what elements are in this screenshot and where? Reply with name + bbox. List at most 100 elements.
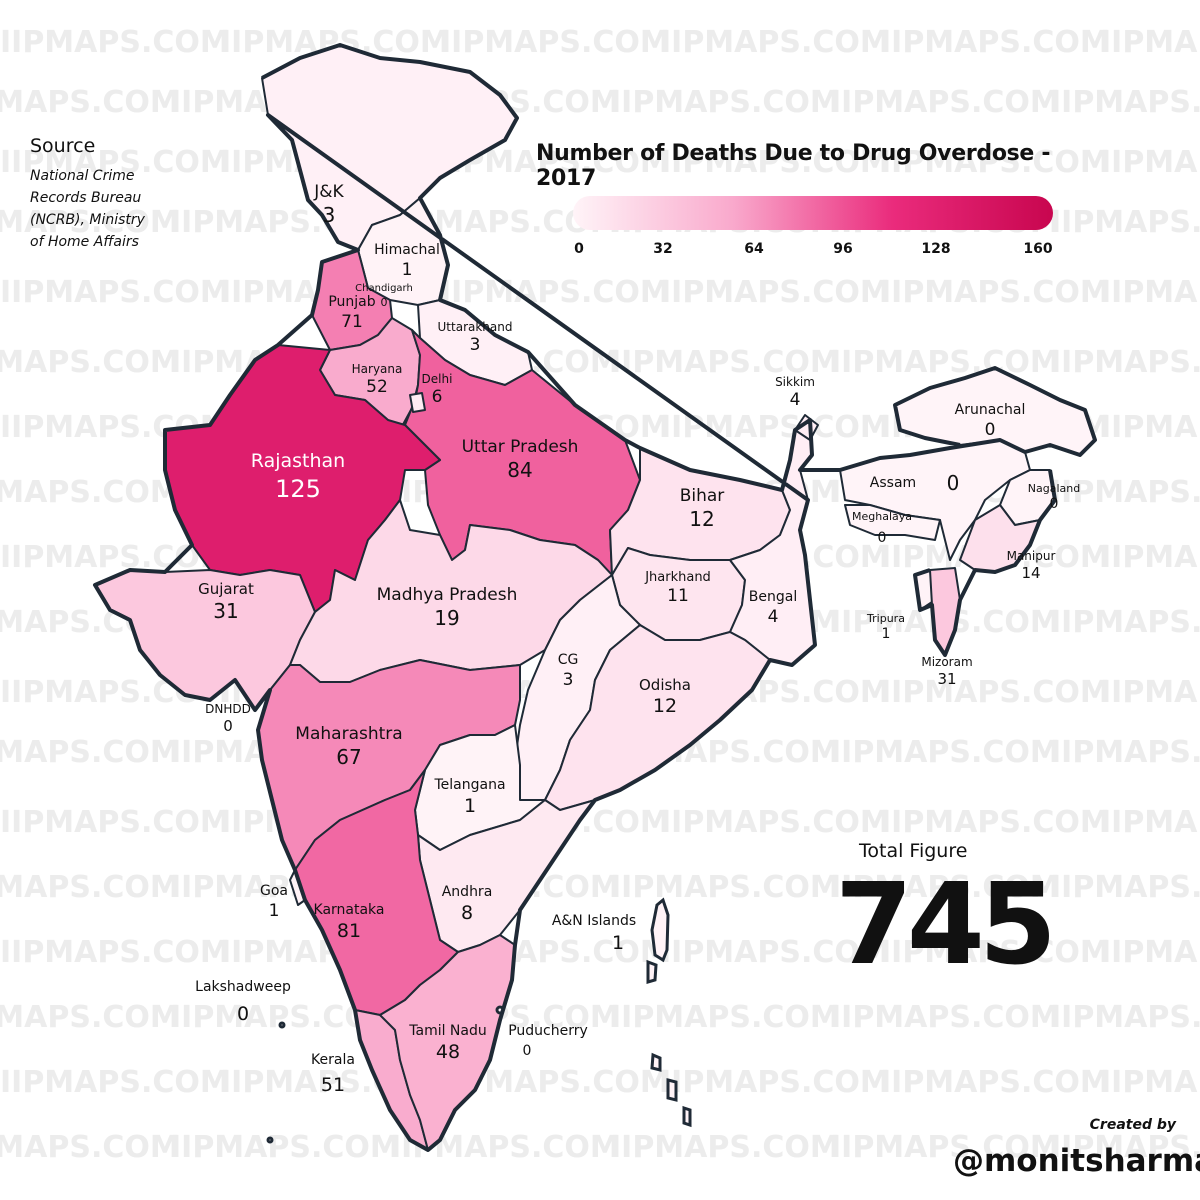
watermark-text: IIPMAPS.COM	[1050, 85, 1200, 120]
label-punjab: Punjab 71	[328, 294, 376, 332]
watermark-text: IIPMAPS.COM	[170, 1130, 400, 1165]
label-haryana: Haryana 52	[351, 362, 403, 397]
label-bengal: Bengal 4	[748, 589, 798, 627]
watermark-text: IIPMAPS.COM	[1050, 345, 1200, 380]
watermark-text: IIPMAPS.COM	[1100, 410, 1200, 445]
label-assam: Assam	[869, 475, 917, 491]
watermark-text: IIPMAPS.COM	[660, 1065, 890, 1100]
watermark-text: IIPMAPS.COM	[0, 205, 180, 240]
legend-tick: 32	[653, 241, 673, 257]
label-chandigarh: Chandigarh 0	[355, 283, 413, 309]
watermark-text: IIPMAPS.COM	[610, 1000, 840, 1035]
label-rajasthan: Rajasthan 125	[250, 450, 346, 503]
label-an-islands-value: 1	[611, 932, 625, 954]
watermark-text: IIPMAPS.COM	[1050, 1000, 1200, 1035]
watermark-text: IIPMAPS.COM	[1100, 145, 1200, 180]
watermark-text: IIPMAPS.COM	[0, 1000, 180, 1035]
label-nagaland: Nagaland 0	[1027, 482, 1081, 512]
watermark-text: IIPMAPS.COM	[660, 275, 890, 310]
watermark-text: IIPMAPS.COM	[1100, 805, 1200, 840]
watermark-text: IIPMAPS.COM	[880, 25, 1110, 60]
watermark-text: IIPMAPS.COM	[1050, 475, 1200, 510]
total-label: Total Figure	[859, 840, 968, 862]
watermark-text: IIPMAPS.COM	[1100, 675, 1200, 710]
watermark-text: IIPMAPS.COM	[880, 1065, 1110, 1100]
label-lakshadweep: Lakshadweep 0	[195, 979, 291, 1025]
watermark-text: IIPMAPS.COM	[1050, 1130, 1200, 1165]
watermark-text: IIPMAPS.COM	[0, 805, 230, 840]
watermark-text: IIPMAPS.COM	[1100, 275, 1200, 310]
label-goa: Goa 1	[260, 883, 288, 921]
watermark-text: IIPMAPS.COM	[660, 25, 890, 60]
watermark-text: IIPMAPS.COM	[1050, 605, 1200, 640]
watermark-text: IIPMAPS.COM	[880, 275, 1110, 310]
watermark-text: IIPMAPS.COM	[1100, 540, 1200, 575]
watermark-text: IIPMAPS.COM	[0, 870, 180, 905]
legend-tick: 96	[833, 241, 853, 257]
watermark-text: IIPMAPS.COM	[660, 935, 890, 970]
watermark-text: IIPMAPS.COM	[0, 475, 180, 510]
legend-tick: 0	[574, 241, 584, 257]
label-gujarat: Gujarat 31	[198, 580, 254, 623]
watermark-text: IIPMAPS.COM	[1100, 25, 1200, 60]
label-himachal: Himachal 1	[374, 242, 440, 280]
watermark-text: IIPMAPS.COM	[440, 25, 670, 60]
watermark-text: IIPMAPS.COM	[1050, 735, 1200, 770]
watermark-text: IIPMAPS.COM	[0, 25, 230, 60]
source-note: Source National Crime Records Bureau (NC…	[30, 135, 150, 253]
author-handle: @monitsharma4	[953, 1143, 1200, 1179]
credit-label: Created by	[1089, 1117, 1176, 1133]
source-heading: Source	[30, 135, 96, 157]
legend-tick: 128	[921, 241, 951, 257]
label-manipur: Manipur 14	[1006, 549, 1056, 582]
label-jk: J&K 3	[314, 182, 344, 228]
label-up: Uttar Pradesh 84	[461, 437, 579, 483]
total-figure: Total Figure 745	[835, 840, 1057, 990]
region-delhi[interactable]	[409, 392, 426, 413]
legend: Number of Deaths Due to Drug Overdose - …	[536, 141, 1066, 257]
watermark-text: IIPMAPS.COM	[610, 1130, 840, 1165]
label-meghalaya: Meghalaya 0	[851, 510, 913, 546]
total-value: 745	[835, 860, 1057, 990]
label-mizoram: Mizoram 31	[921, 655, 973, 688]
source-body: National Crime Records Bureau (NCRB), Mi…	[30, 168, 145, 250]
watermark-text: IIPMAPS.COM	[0, 1130, 180, 1165]
label-karnataka: Karnataka 81	[313, 902, 385, 942]
watermark-text: IIPMAPS.COM	[830, 85, 1060, 120]
watermark-text: IIPMAPS.COM	[0, 345, 180, 380]
watermark-text: IIPMAPS.COM	[610, 870, 840, 905]
legend-tick: 160	[1023, 241, 1053, 257]
label-dnhdd: DNHDD 0	[205, 702, 251, 735]
label-mp: Madhya Pradesh 19	[376, 585, 518, 631]
label-andhra: Andhra 8	[441, 884, 493, 924]
watermark-text: IIPMAPS.COM	[880, 675, 1110, 710]
label-arunachal: Arunachal 0	[954, 402, 1026, 440]
watermark-text: IIPMAPS.COM	[0, 85, 180, 120]
legend-color-bar	[573, 196, 1053, 230]
watermark-text: IIPMAPS.COM	[880, 935, 1110, 970]
legend-tick: 64	[744, 241, 764, 257]
watermark-text: IIPMAPS.COM	[830, 735, 1060, 770]
map-title: Number of Deaths Due to Drug Overdose - …	[536, 141, 1051, 191]
watermark-text: IIPMAPS.COM	[1100, 935, 1200, 970]
label-puducherry: Puducherry	[508, 1023, 588, 1039]
watermark-text: IIPMAPS.COM	[610, 345, 840, 380]
country-outline	[93, 43, 1097, 1152]
label-jharkhand: Jharkhand 11	[645, 570, 711, 607]
label-an-islands: A&N Islands	[551, 913, 637, 929]
watermark-text: IIPMAPS.COM	[1100, 1065, 1200, 1100]
label-puducherry-value: 0	[522, 1043, 532, 1059]
watermark-text: IIPMAPS.COM	[830, 1130, 1060, 1165]
watermark-text: IIPMAPS.COM	[660, 805, 890, 840]
watermark-text: IIPMAPS.COM	[830, 345, 1060, 380]
watermark-text: IIPMAPS.COM	[0, 1065, 230, 1100]
watermark-text: IIPMAPS.COM	[880, 805, 1110, 840]
region-lakshadweep[interactable]	[266, 1021, 286, 1144]
label-kerala: Kerala 51	[311, 1052, 355, 1096]
region-an-islands[interactable]	[646, 897, 692, 1128]
region-meghalaya[interactable]	[844, 504, 941, 541]
label-maharashtra: Maharashtra 67	[295, 724, 403, 770]
watermark-text: IIPMAPS.COM	[610, 85, 840, 120]
watermark-text: IIPMAPS.COM	[0, 735, 180, 770]
